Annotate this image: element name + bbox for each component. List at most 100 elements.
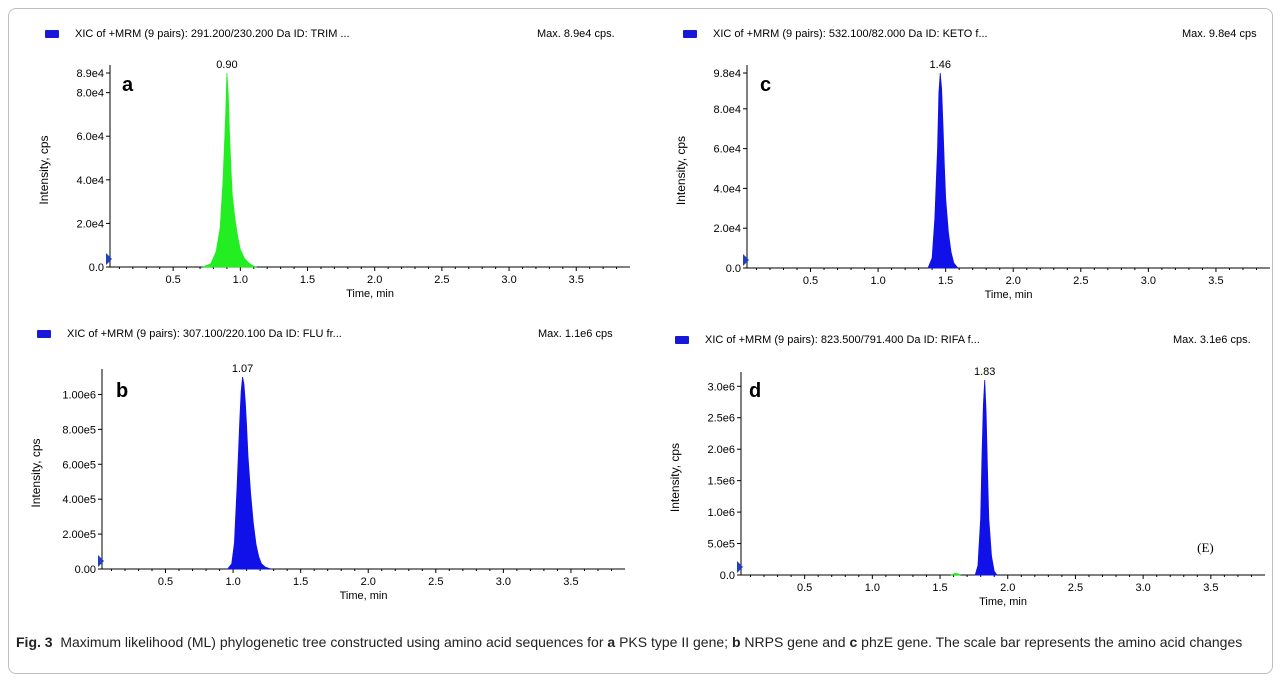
y-tick-label: 2.0e4 <box>713 223 741 235</box>
y-tick-label: 6.0e4 <box>713 144 741 156</box>
x-tick-label: 3.0 <box>1135 582 1150 594</box>
x-tick-label: 3.0 <box>1141 275 1156 287</box>
max-intensity: Max. 3.1e6 cps. <box>1173 334 1251 346</box>
caption-label: Fig. 3 <box>16 634 53 650</box>
trace-start-marker-icon <box>98 555 104 567</box>
y-tick-label: 8.00e5 <box>62 424 96 436</box>
y-tick-label: 2.5e6 <box>707 413 735 425</box>
x-tick-label: 3.0 <box>501 274 516 286</box>
y-tick-label: 9.8e4 <box>713 68 741 80</box>
chromatogram-peak <box>226 376 272 570</box>
x-tick-label: 1.5 <box>293 576 308 588</box>
y-tick-label: 2.0e4 <box>76 218 104 230</box>
caption-ref-c: c <box>849 634 858 650</box>
peak-label: 1.46 <box>930 59 951 71</box>
caption-text: Maximum likelihood (ML) phylogenetic tre… <box>60 634 604 650</box>
max-intensity: Max. 9.8e4 cps <box>1182 28 1257 40</box>
panel-a: XIC of +MRM (9 pairs): 291.200/230.200 D… <box>0 0 640 320</box>
x-tick-label: 2.5 <box>1068 582 1083 594</box>
x-tick-label: 2.5 <box>428 576 443 588</box>
x-tick-label: 1.0 <box>870 275 885 287</box>
panel-b: XIC of +MRM (9 pairs): 307.100/220.100 D… <box>0 320 640 625</box>
figure-caption: Fig. 3 Maximum likelihood (ML) phylogene… <box>16 633 1266 652</box>
x-tick-label: 2.0 <box>1000 582 1015 594</box>
x-tick-label: 1.0 <box>225 576 240 588</box>
y-tick-label: 8.0e4 <box>713 104 741 116</box>
legend-marker-icon <box>683 30 697 38</box>
x-tick-label: 2.0 <box>367 274 382 286</box>
x-tick-label: 1.5 <box>300 274 315 286</box>
chromatogram-peak <box>927 72 959 269</box>
legend-marker-icon <box>37 330 51 338</box>
caption-ref-a: a <box>607 634 616 650</box>
chromatogram-peak <box>202 72 257 268</box>
y-tick-label: 2.0e6 <box>707 444 735 456</box>
annotation-label: (E) <box>1197 540 1214 555</box>
x-tick-label: 0.5 <box>797 582 812 594</box>
caption-text: PKS type II gene; <box>619 634 729 650</box>
y-tick-label: 6.0e4 <box>76 131 104 143</box>
y-tick-label: 8.9e4 <box>76 68 104 80</box>
chart-header: XIC of +MRM (9 pairs): 532.100/82.000 Da… <box>713 28 988 40</box>
chart-header: XIC of +MRM (9 pairs): 291.200/230.200 D… <box>75 28 350 40</box>
chromatogram: 0.5 1.0 1.5 2.0 2.5 3.0 3.5 0.00 2.00e5 4.00e5 6.0… <box>29 363 625 602</box>
x-tick-label: 1.0 <box>865 582 880 594</box>
y-tick-label: 0.0 <box>726 263 741 275</box>
legend-marker-icon <box>675 336 689 344</box>
x-tick-label: 1.0 <box>233 274 248 286</box>
panel-letter: b <box>116 380 129 402</box>
x-tick-label: 2.0 <box>361 576 376 588</box>
y-tick-label: 8.0e4 <box>76 88 104 100</box>
legend-marker-icon <box>45 30 59 38</box>
y-tick-label: 1.0e6 <box>707 507 735 519</box>
panel-c: XIC of +MRM (9 pairs): 532.100/82.000 Da… <box>640 0 1281 320</box>
y-tick-label: 3.0e6 <box>707 381 735 393</box>
chromatogram-peak <box>974 379 998 576</box>
caption-text: NRPS gene and <box>744 634 846 650</box>
y-tick-label: 4.0e4 <box>76 175 104 187</box>
figure-frame <box>8 8 1273 674</box>
caption-text: phzE gene. The scale bar represents the … <box>861 634 1243 650</box>
chart-header: XIC of +MRM (9 pairs): 823.500/791.400 D… <box>705 334 980 346</box>
y-tick-label: 1.00e6 <box>62 389 96 401</box>
x-tick-label: 3.5 <box>569 274 584 286</box>
chart-header: XIC of +MRM (9 pairs): 307.100/220.100 D… <box>67 328 342 340</box>
x-tick-label: 0.5 <box>158 576 173 588</box>
x-axis-label: Time, min <box>340 590 388 602</box>
x-axis-label: Time, min <box>985 289 1033 301</box>
x-tick-label: 0.5 <box>803 275 818 287</box>
peak-label: 1.07 <box>232 363 253 375</box>
panel-letter: c <box>760 74 772 96</box>
x-tick-label: 3.0 <box>496 576 511 588</box>
peak-label: 0.90 <box>216 59 237 71</box>
y-tick-label: 5.0e5 <box>707 539 735 551</box>
x-axis-label: Time, min <box>346 288 394 300</box>
y-axis-label: Intensity, cps <box>668 443 682 512</box>
panel-d: XIC of +MRM (9 pairs): 823.500/791.400 D… <box>640 320 1281 625</box>
y-tick-label: 6.00e5 <box>62 459 96 471</box>
y-tick-label: 4.0e4 <box>713 183 741 195</box>
x-tick-label: 3.5 <box>563 576 578 588</box>
y-tick-label: 4.00e5 <box>62 494 96 506</box>
x-tick-label: 1.5 <box>932 582 947 594</box>
peak-label: 1.83 <box>974 366 995 378</box>
x-tick-label: 2.0 <box>1006 275 1021 287</box>
y-axis-label: Intensity, cps <box>37 135 51 204</box>
x-tick-label: 3.5 <box>1203 582 1218 594</box>
panel-letter: d <box>749 380 762 402</box>
x-tick-label: 0.5 <box>166 274 181 286</box>
trace-start-marker-icon <box>106 253 112 265</box>
y-tick-label: 1.5e6 <box>707 476 735 488</box>
y-axis-label: Intensity, cps <box>29 438 43 507</box>
x-tick-label: 2.5 <box>1073 275 1088 287</box>
y-tick-label: 0.00 <box>75 564 96 576</box>
x-axis-label: Time, min <box>979 596 1027 608</box>
x-tick-label: 1.5 <box>938 275 953 287</box>
trace-start-marker-icon <box>737 561 743 573</box>
panel-letter: a <box>122 74 134 96</box>
y-tick-label: 0.0 <box>720 570 735 582</box>
trace-start-marker-icon <box>743 254 749 266</box>
chromatogram-peak <box>950 573 961 576</box>
y-axis-label: Intensity, cps <box>674 136 688 205</box>
y-tick-label: 2.00e5 <box>62 529 96 541</box>
